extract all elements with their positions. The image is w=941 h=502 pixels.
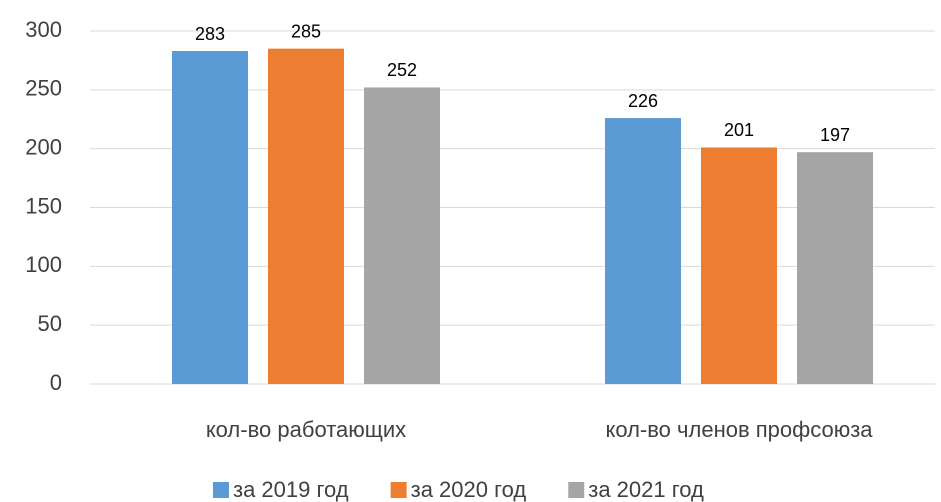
legend-swatch xyxy=(213,482,229,498)
data-label: 226 xyxy=(628,91,658,111)
data-label: 285 xyxy=(291,21,321,41)
bar xyxy=(268,48,344,385)
data-label: 201 xyxy=(724,120,754,140)
x-tick-label: кол-во работающих xyxy=(206,417,406,442)
legend-label: за 2020 год xyxy=(411,477,527,502)
bar xyxy=(364,87,440,384)
y-tick-label: 50 xyxy=(38,311,62,336)
bar xyxy=(172,51,248,385)
x-tick-label: кол-во членов профсоюза xyxy=(605,417,873,442)
y-tick-label: 100 xyxy=(25,252,62,277)
legend-label: за 2021 год xyxy=(588,477,704,502)
y-tick-label: 300 xyxy=(25,17,62,42)
data-label: 197 xyxy=(820,125,850,145)
bar xyxy=(797,152,873,384)
data-label: 283 xyxy=(195,24,225,44)
y-tick-label: 250 xyxy=(25,76,62,101)
bar xyxy=(605,118,681,384)
y-tick-label: 150 xyxy=(25,193,62,218)
data-label: 252 xyxy=(387,60,417,80)
legend-label: за 2019 год xyxy=(233,477,349,502)
legend-swatch xyxy=(390,482,407,498)
legend-swatch xyxy=(568,482,585,498)
y-tick-label: 0 xyxy=(50,370,62,395)
y-tick-label: 200 xyxy=(25,134,62,159)
bar xyxy=(701,147,777,384)
